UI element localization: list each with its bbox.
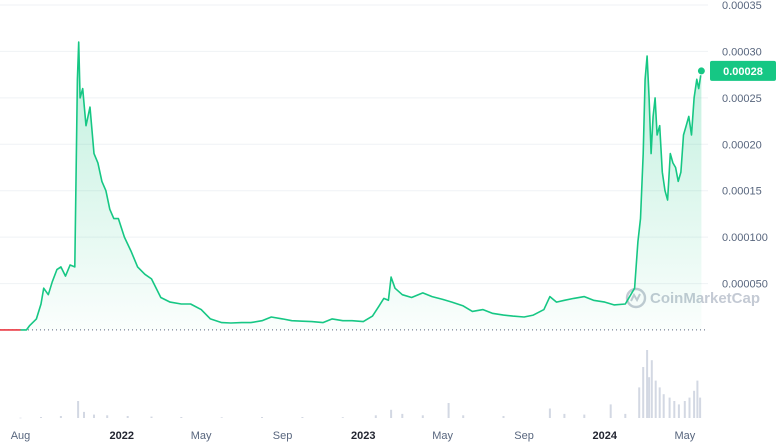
volume-bar <box>654 380 657 418</box>
y-tick-label: 0.00020 <box>722 139 762 151</box>
current-price-label: 0.00028 <box>723 66 763 78</box>
volume-bar <box>638 387 641 418</box>
volume-bar <box>390 409 393 418</box>
y-tick-label: 0.00025 <box>722 93 762 105</box>
volume-bar <box>261 417 263 418</box>
last-price-dot <box>696 66 706 76</box>
volume-bar <box>673 401 676 418</box>
y-tick-label: 0.00035 <box>722 0 762 12</box>
volume-bar <box>688 397 691 418</box>
volume-bar <box>341 417 344 418</box>
volume-bar <box>301 417 304 418</box>
volume-bars <box>19 350 702 419</box>
x-tick-label: Sep <box>273 430 293 442</box>
volume-bar <box>699 397 702 418</box>
volume-bar <box>646 350 649 418</box>
x-tick-label: May <box>432 430 453 442</box>
volume-bar <box>658 387 661 418</box>
volume-bar <box>19 417 22 419</box>
y-axis: 0.00035 0.00030 0.00025 0.00020 0.00015 0.000… <box>722 0 768 291</box>
volume-bar <box>563 413 566 418</box>
volume-bar <box>648 377 651 418</box>
volume-bar <box>40 417 42 418</box>
volume-bar <box>83 411 85 418</box>
volume-bar <box>421 415 424 418</box>
current-price-badge: 0.00028 <box>710 60 776 81</box>
y-tick-label: 0.000050 <box>722 279 768 291</box>
volume-bar <box>150 416 153 418</box>
volume-bar <box>462 415 465 418</box>
x-tick-label: 2024 <box>593 430 618 442</box>
volume-bar <box>401 413 404 418</box>
x-tick-label: 2022 <box>110 430 134 442</box>
volume-bar <box>696 380 699 418</box>
volume-bar <box>677 404 680 418</box>
volume-bar <box>77 401 80 418</box>
volume-bar <box>548 408 551 418</box>
volume-bar <box>126 416 129 418</box>
volume-bar <box>180 417 183 418</box>
x-axis: Aug 2022 May Sep 2023 May Sep 2024 May <box>11 430 696 442</box>
price-line <box>20 41 703 331</box>
y-tick-label: 0.00015 <box>722 186 762 198</box>
volume-bar <box>693 390 696 418</box>
volume-bar <box>220 417 223 418</box>
volume-bar <box>662 394 665 418</box>
y-tick-label: 0.000100 <box>722 232 768 244</box>
volume-bar <box>624 413 627 418</box>
volume-bar <box>374 415 377 418</box>
y-tick-label: 0.00030 <box>722 46 762 58</box>
volume-bar <box>447 403 450 418</box>
x-tick-label: Aug <box>11 430 31 442</box>
x-tick-label: May <box>191 430 212 442</box>
price-area-fill <box>20 42 702 330</box>
volume-bar <box>668 397 671 418</box>
volume-bar <box>642 367 645 418</box>
volume-bar <box>502 416 505 418</box>
x-tick-label: Sep <box>514 430 534 442</box>
volume-bar <box>106 415 109 418</box>
volume-bar <box>93 414 95 418</box>
volume-bar <box>59 416 62 418</box>
x-tick-label: 2023 <box>351 430 375 442</box>
volume-bar <box>583 414 586 418</box>
volume-bar <box>683 401 686 418</box>
volume-bar <box>609 404 612 418</box>
volume-bar <box>650 360 653 418</box>
x-tick-label: May <box>674 430 695 442</box>
